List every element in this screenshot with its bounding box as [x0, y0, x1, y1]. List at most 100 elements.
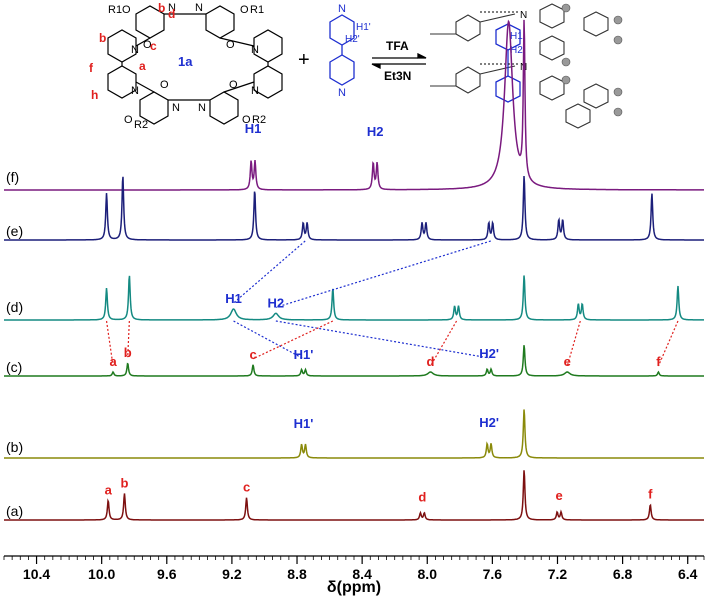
- site-label-e: b: [158, 1, 165, 15]
- peak-label-b-0: H1': [294, 416, 314, 431]
- site-label-c: c: [150, 39, 157, 53]
- peak-label-c-0: a: [109, 354, 117, 369]
- amide-n-right-lower: N: [251, 85, 259, 97]
- x-tick-label: 8.8: [287, 566, 307, 582]
- host-guest-complex: [430, 3, 609, 129]
- spectrum-e: (e): [4, 175, 704, 241]
- amide-o-left: O: [143, 39, 152, 51]
- spectrum-b: (b) H1' H2': [4, 409, 704, 459]
- reagent-tfa: TFA: [386, 39, 409, 53]
- r1-left: R1: [108, 4, 122, 16]
- x-tick-label: 6.8: [613, 566, 633, 582]
- peak-label-b-1: H2': [479, 415, 499, 430]
- site-labels: b d c b a f h: [89, 1, 175, 102]
- plus-sign: +: [298, 49, 310, 71]
- spectrum-a: (a) a b c d e f: [4, 470, 704, 521]
- r1-right-o: O: [240, 4, 249, 16]
- connector-4: [105, 320, 114, 367]
- peak-label-d-0: H1: [225, 291, 242, 306]
- amide-o-right-lower: O: [229, 79, 238, 91]
- bpy-n-bottom: N: [338, 87, 346, 99]
- x-tick-label: 7.2: [548, 566, 568, 582]
- spectrum-label-c: (c): [6, 359, 22, 375]
- connector-9: [657, 320, 679, 367]
- equilibrium-arrows: [371, 52, 427, 70]
- site-label-h: h: [91, 88, 98, 102]
- bpy-n-top: N: [338, 3, 346, 15]
- amide-n-left-upper: N: [131, 44, 139, 56]
- spectrum-line-d: [4, 275, 704, 321]
- r2-left-o: O: [124, 114, 133, 126]
- r1-left-o: O: [122, 4, 131, 16]
- bpy-label-h1prime: H1': [356, 22, 371, 33]
- peak-label-f-1: H2: [367, 124, 384, 139]
- peak-label-a-3: d: [418, 489, 426, 504]
- x-tick-label: 6.4: [678, 566, 698, 582]
- connector-6: [252, 320, 334, 360]
- x-tick-label: 9.6: [157, 566, 177, 582]
- peak-label-a-5: f: [648, 487, 653, 502]
- azo-n-top-1: N: [168, 2, 176, 14]
- macrocycle-atom-labels: N N N N O R1 O R1 O R2 O R2 N N N N O O …: [108, 2, 266, 130]
- site-label-d: d: [168, 7, 175, 21]
- r1-right: R1: [250, 4, 264, 16]
- x-tick-label: 9.2: [222, 566, 242, 582]
- azo-n-bottom-2: N: [198, 102, 206, 114]
- site-label-a: a: [139, 59, 146, 73]
- peak-label-c-2: c: [249, 347, 256, 362]
- amide-o-right: O: [226, 39, 235, 51]
- spectrum-c: (c) ab c H1' d H2' e f: [4, 345, 704, 377]
- connector-1: [275, 240, 491, 308]
- bpy-label-h2prime: H2': [345, 34, 360, 45]
- spectrum-label-a: (a): [6, 503, 23, 519]
- spectrum-line-c: [4, 345, 704, 377]
- complex-label-h2: H2: [510, 45, 523, 56]
- spectrum-line-f: [4, 19, 704, 191]
- reaction-scheme: N N N N O R1 O R1 O R2 O R2 N N N N O O …: [89, 1, 623, 130]
- spectrum-label-b: (b): [6, 439, 23, 455]
- site-label-f: f: [89, 61, 94, 75]
- spectrum-line-a: [4, 470, 704, 521]
- spectrum-f: (f) H1 H2: [4, 19, 704, 191]
- peak-label-c-6: e: [564, 354, 571, 369]
- x-tick-label: 8.4: [352, 566, 372, 582]
- spectrum-d: (d) H1 H2: [4, 275, 704, 321]
- x-tick-label: 10.0: [88, 566, 115, 582]
- site-label-b: b: [99, 31, 106, 45]
- reagent-et3n: Et3N: [384, 69, 411, 83]
- peak-label-c-1: b: [124, 345, 132, 360]
- complex-end-beads: [561, 3, 623, 117]
- connector-7: [429, 320, 458, 367]
- complex-n-top: N: [520, 10, 527, 21]
- r2-right-o: O: [242, 114, 251, 126]
- x-tick-label: 10.4: [23, 566, 50, 582]
- azo-n-bottom-1: N: [172, 102, 180, 114]
- peak-label-c-4: d: [427, 354, 435, 369]
- connector-3: [275, 320, 490, 359]
- bipyridine-structure: [329, 14, 355, 86]
- x-axis-title: δ(ppm): [327, 579, 381, 596]
- amide-o-left-lower: O: [160, 79, 169, 91]
- peak-label-c-5: H2': [479, 346, 499, 361]
- spectrum-label-f: (f): [6, 169, 19, 185]
- peak-label-a-2: c: [243, 480, 250, 495]
- macrocycle-1a-structure: [107, 5, 283, 125]
- complex-label-h1: H1: [510, 31, 523, 42]
- amide-n-left-lower: N: [131, 85, 139, 97]
- complex-hbond-dashes: [480, 11, 520, 65]
- peak-label-d-1: H2: [268, 295, 285, 310]
- peak-label-c-3: H1': [294, 347, 314, 362]
- x-tick-label: 7.6: [483, 566, 503, 582]
- peak-label-a-0: a: [105, 482, 113, 497]
- spectrum-line-b: [4, 409, 704, 459]
- spectrum-label-d: (d): [6, 299, 23, 315]
- spectrum-line-e: [4, 175, 704, 241]
- r2-left: R2: [134, 119, 148, 130]
- r2-right: R2: [252, 114, 266, 126]
- azo-n-top-2: N: [195, 2, 203, 14]
- peak-label-f-0: H1: [245, 121, 262, 136]
- peak-label-c-7: f: [656, 354, 661, 369]
- x-tick-label: 8.0: [418, 566, 438, 582]
- spectrum-label-e: (e): [6, 223, 23, 239]
